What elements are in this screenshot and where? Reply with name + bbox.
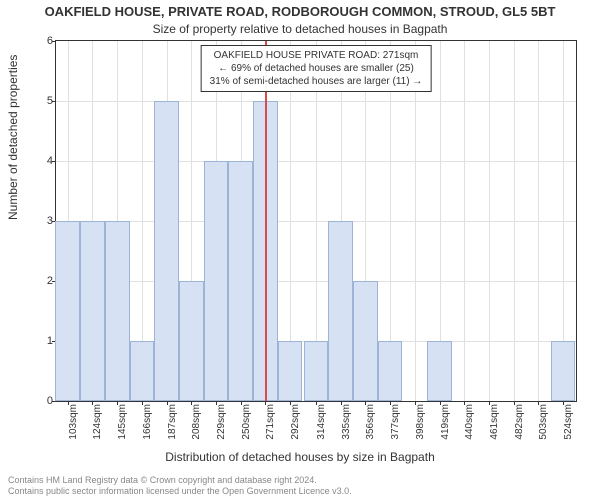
footer-line2: Contains public sector information licen… [8, 486, 352, 496]
chart-title-address: OAKFIELD HOUSE, PRIVATE ROAD, RODBOROUGH… [0, 4, 600, 19]
y-tick-label: 4 [35, 155, 53, 167]
legend-line1: OAKFIELD HOUSE PRIVATE ROAD: 271sqm [210, 49, 423, 62]
x-tick-label: 335sqm [341, 404, 352, 440]
footer-line1: Contains HM Land Registry data © Crown c… [8, 475, 317, 485]
y-tick-label: 1 [35, 335, 53, 347]
x-tick-label: 356sqm [365, 404, 376, 440]
histogram-bar [179, 281, 204, 401]
y-tick-label: 3 [35, 215, 53, 227]
x-tick-label: 398sqm [415, 404, 426, 440]
histogram-bar [154, 101, 179, 401]
y-tick-label: 5 [35, 95, 53, 107]
x-tick-label: 419sqm [440, 404, 451, 440]
chart-container: OAKFIELD HOUSE, PRIVATE ROAD, RODBOROUGH… [0, 0, 600, 500]
y-tick-label: 6 [35, 35, 53, 47]
histogram-bar [353, 281, 378, 401]
histogram-bar [228, 161, 253, 401]
histogram-bar [328, 221, 353, 401]
reference-line [265, 41, 267, 401]
x-tick-label: 482sqm [514, 404, 525, 440]
y-tick-label: 2 [35, 275, 53, 287]
x-axis-label: Distribution of detached houses by size … [0, 450, 600, 464]
x-tick-label: 271sqm [265, 404, 276, 440]
x-tick-label: 440sqm [464, 404, 475, 440]
x-tick-label: 145sqm [117, 404, 128, 440]
histogram-bar [378, 341, 403, 401]
x-tick-label: 124sqm [92, 404, 103, 440]
chart-subtitle: Size of property relative to detached ho… [0, 22, 600, 36]
legend-box: OAKFIELD HOUSE PRIVATE ROAD: 271sqm ← 69… [201, 45, 432, 92]
histogram-bar [304, 341, 329, 401]
x-tick-label: 314sqm [316, 404, 327, 440]
x-tick-label: 166sqm [142, 404, 153, 440]
plot-area: 0123456103sqm124sqm145sqm166sqm187sqm208… [55, 40, 577, 402]
x-tick-label: 292sqm [290, 404, 301, 440]
x-tick-label: 229sqm [216, 404, 227, 440]
histogram-bar [551, 341, 576, 401]
histogram-bar [204, 161, 229, 401]
histogram-bar [55, 221, 80, 401]
y-tick-label: 0 [35, 395, 53, 407]
x-tick-label: 250sqm [241, 404, 252, 440]
histogram-bar [105, 221, 130, 401]
histogram-bar [427, 341, 452, 401]
x-tick-label: 208sqm [191, 404, 202, 440]
legend-line3: 31% of semi-detached houses are larger (… [210, 75, 423, 88]
y-axis-label: Number of detached properties [6, 55, 20, 220]
histogram-bar [130, 341, 155, 401]
footer-attribution: Contains HM Land Registry data © Crown c… [8, 475, 352, 498]
x-tick-label: 187sqm [167, 404, 178, 440]
histogram-bar [80, 221, 105, 401]
x-tick-label: 503sqm [538, 404, 549, 440]
x-tick-label: 461sqm [489, 404, 500, 440]
x-tick-label: 103sqm [68, 404, 79, 440]
legend-line2: ← 69% of detached houses are smaller (25… [210, 62, 423, 75]
x-tick-label: 377sqm [390, 404, 401, 440]
x-tick-label: 524sqm [563, 404, 574, 440]
histogram-bar [278, 341, 303, 401]
